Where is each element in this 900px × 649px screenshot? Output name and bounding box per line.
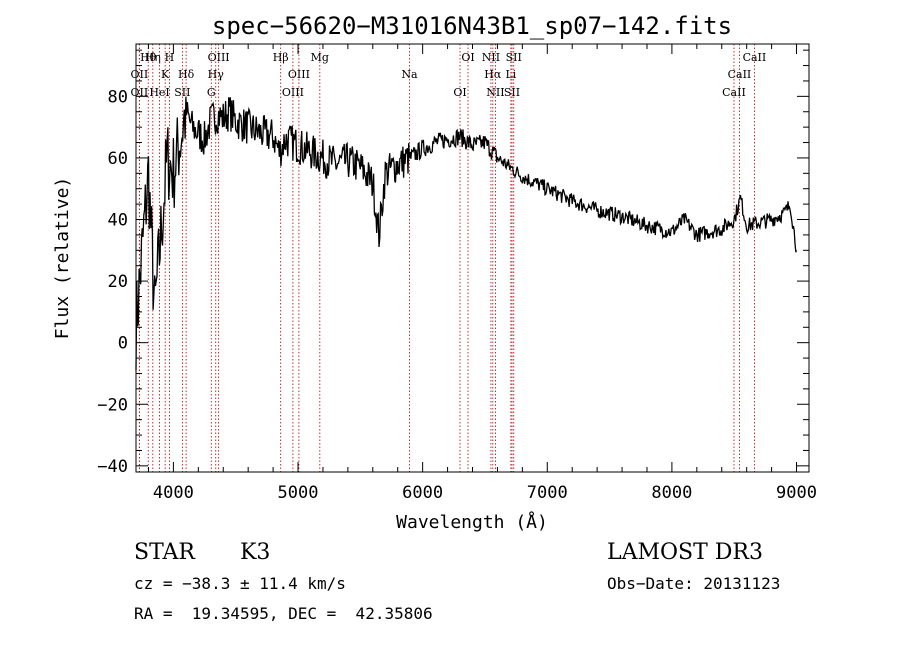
spectral-line-label: Hδ [178, 68, 195, 81]
spectral-line-label: G [207, 86, 216, 99]
spectral-line-label: Hα [484, 68, 502, 81]
spectral-line-label: OIII [208, 51, 230, 64]
chart-title: spec−56620−M31016N43B1_sp07−142.fits [212, 12, 732, 40]
flux-series-line [135, 96, 798, 371]
plot-frame [135, 43, 810, 473]
x-axis: 4000 5000 6000 7000 8000 9000 [147, 44, 817, 503]
spectral-line-label: OIII [288, 68, 310, 81]
spectral-line-label: Hθ [140, 51, 157, 64]
y-axis-label: Flux (relative) [52, 177, 73, 340]
y-tick-label: 0 [118, 334, 128, 354]
spectral-line-label: OI [461, 51, 474, 64]
spectral-line-label: OIII [282, 86, 304, 99]
spectral-line-label: Mg [311, 51, 329, 64]
spectral-line-label: NII [482, 51, 500, 64]
obs-date: Obs−Date: 20131123 [607, 574, 781, 593]
spectral-line-label: CaII [743, 51, 767, 64]
spectral-line-label: CaII [728, 68, 752, 81]
spectral-line-label: SII [504, 86, 520, 99]
object-class: STAR [134, 540, 195, 565]
y-tick-label: −40 [97, 457, 128, 477]
x-tick-label: 9000 [776, 483, 817, 503]
spectral-line-label: OII [131, 86, 149, 99]
spectral-line-label: Na [401, 68, 418, 81]
x-tick-label: 6000 [402, 483, 443, 503]
y-tick-label: 40 [108, 211, 128, 231]
redshift-readout: cz = −38.3 ± 11.4 km/s [134, 574, 346, 593]
spectrum-chart: spec−56620−M31016N43B1_sp07−142.fits Hθ O… [52, 12, 817, 533]
spectral-line-label: OI [453, 86, 466, 99]
spectral-line-label: NII [486, 86, 504, 99]
spectral-line-label: HeI [149, 86, 169, 99]
object-subclass: K3 [240, 540, 271, 565]
spectral-line-label: CaII [722, 86, 746, 99]
x-tick-label: 8000 [651, 483, 692, 503]
spectral-line-label: SII [174, 86, 190, 99]
x-tick-label: 5000 [278, 483, 319, 503]
y-tick-label: −20 [97, 395, 128, 415]
spectral-line-label: Li [505, 68, 516, 81]
spectral-line-label: Hβ [273, 51, 289, 64]
spectral-line-label: K [161, 68, 170, 81]
x-axis-label: Wavelength (Å) [396, 511, 548, 533]
spectral-line-label: Hγ [208, 68, 225, 81]
spectral-line-label: H [165, 51, 175, 64]
spectral-line-label: OII [131, 68, 149, 81]
survey-label: LAMOST DR3 [607, 540, 763, 565]
ra-dec: RA = 19.34595, DEC = 42.35806 [134, 604, 433, 623]
x-tick-label: 7000 [527, 483, 568, 503]
y-axis: −40 −20 0 20 40 60 80 [97, 49, 809, 477]
y-tick-label: 60 [108, 149, 128, 169]
spectral-line-label: SII [506, 51, 522, 64]
y-tick-label: 20 [108, 272, 128, 292]
y-tick-label: 80 [108, 87, 128, 107]
spectral-line-label: Hη [145, 51, 161, 64]
x-tick-label: 4000 [153, 483, 194, 503]
